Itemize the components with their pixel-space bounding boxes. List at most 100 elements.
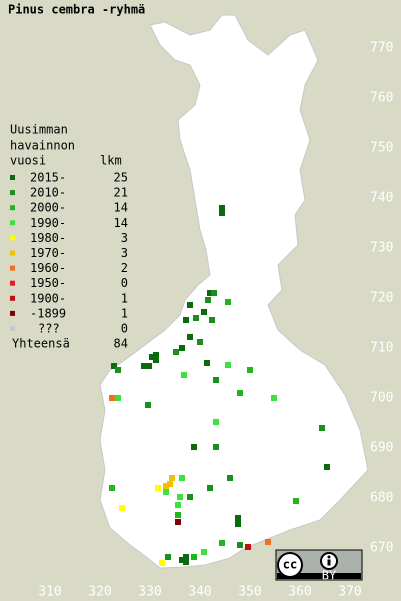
- east-label: 350: [238, 585, 261, 600]
- occurrence-square: [175, 512, 181, 518]
- occurrence-square: [115, 395, 121, 401]
- legend-label: 1970-: [30, 246, 66, 260]
- legend-count: 14: [114, 201, 128, 215]
- legend-swatch: [10, 190, 15, 196]
- legend-header: vuosi: [10, 154, 46, 168]
- legend-count: 3: [121, 231, 128, 245]
- badge-icon: cc: [283, 558, 297, 572]
- occurrence-square: [159, 560, 165, 566]
- occurrence-square: [213, 419, 219, 425]
- legend-total: 84: [114, 337, 128, 351]
- occurrence-square: [235, 521, 241, 527]
- legend-count-header: lkm: [100, 154, 122, 168]
- occurrence-square: [187, 302, 193, 308]
- occurrence-square: [179, 557, 185, 563]
- occurrence-square: [219, 205, 225, 211]
- occurrence-square: [146, 363, 152, 369]
- legend-swatch: [10, 175, 15, 180]
- east-label: 320: [88, 585, 111, 600]
- occurrence-square: [204, 360, 210, 366]
- north-label: 720: [370, 291, 393, 306]
- legend-count: 0: [121, 276, 128, 290]
- east-label: 370: [338, 585, 361, 600]
- legend-header: Uusimman: [10, 123, 68, 137]
- occurrence-square: [175, 519, 181, 525]
- occurrence-square: [207, 290, 213, 296]
- north-label: 760: [370, 91, 393, 106]
- north-label: 700: [370, 391, 393, 406]
- legend-label: 1980-: [30, 231, 66, 245]
- legend-label: 1950-: [30, 276, 66, 290]
- badge-text: BY: [322, 569, 337, 583]
- occurrence-square: [183, 554, 189, 560]
- occurrence-square: [145, 402, 151, 408]
- finland-outline: [99, 14, 369, 569]
- occurrence-square: [149, 354, 155, 360]
- north-label: 740: [370, 191, 393, 206]
- legend-count: 2: [121, 261, 128, 275]
- occurrence-square: [211, 290, 217, 296]
- legend-swatch: [10, 250, 15, 256]
- occurrence-square: [173, 349, 179, 355]
- occurrence-square: [225, 299, 231, 305]
- squares: [109, 205, 330, 566]
- legend-label: 1990-: [30, 216, 66, 230]
- occurrence-square: [175, 502, 181, 508]
- occurrence-square: [293, 498, 299, 504]
- east-label: 330: [138, 585, 161, 600]
- occurrence-square: [205, 297, 211, 303]
- legend-total-label: Yhteensä: [12, 337, 70, 351]
- occurrence-square: [187, 334, 193, 340]
- legend-count: 25: [114, 171, 128, 185]
- legend-label: 1900-: [30, 291, 66, 305]
- legend-label: ???: [38, 322, 60, 336]
- cc-badge: cc BY: [275, 549, 363, 583]
- occurrence-square: [115, 367, 121, 373]
- legend-label: 2015-: [30, 171, 66, 185]
- occurrence-square: [219, 540, 225, 546]
- occurrence-square: [237, 390, 243, 396]
- north-label: 690: [370, 441, 393, 456]
- legend-label: 2000-: [30, 201, 66, 215]
- occurrence-square: [193, 315, 199, 321]
- occurrence-square: [187, 494, 193, 500]
- occurrence-square: [167, 481, 173, 487]
- north-label: 770: [370, 41, 393, 56]
- occurrence-square: [109, 395, 115, 401]
- occurrence-square: [235, 515, 241, 521]
- occurrence-square: [183, 559, 189, 565]
- east-label: 360: [288, 585, 311, 600]
- occurrence-square: [209, 317, 215, 323]
- occurrence-square: [197, 339, 203, 345]
- east-label: 340: [188, 585, 211, 600]
- occurrence-square: [179, 345, 185, 351]
- legend-swatch: [10, 235, 15, 241]
- legend-swatch: [10, 220, 15, 226]
- occurrence-square: [141, 363, 147, 369]
- occurrence-square: [201, 549, 207, 555]
- occurrence-square: [165, 554, 171, 560]
- occurrence-square: [324, 464, 330, 470]
- legend-swatch: [10, 310, 15, 316]
- legend-count: 0: [121, 322, 128, 336]
- legend-count: 14: [114, 216, 128, 230]
- occurrence-square: [247, 367, 253, 373]
- occurrence-square: [271, 395, 277, 401]
- occurrence-square: [201, 309, 207, 315]
- occurrence-square: [111, 363, 117, 369]
- occurrence-square: [155, 485, 161, 491]
- occurrence-square: [245, 544, 251, 550]
- occurrence-square: [177, 494, 183, 500]
- legend-swatch: [10, 265, 15, 271]
- occurrence-square: [319, 425, 325, 431]
- occurrence-square: [169, 475, 175, 481]
- occurrence-square: [181, 372, 187, 378]
- occurrence-square: [163, 489, 169, 495]
- occurrence-square: [179, 475, 185, 481]
- north-label: 680: [370, 491, 393, 506]
- legend-label: 2010-: [30, 186, 66, 200]
- legend-swatch: [10, 295, 15, 301]
- north-label: 670: [370, 541, 393, 556]
